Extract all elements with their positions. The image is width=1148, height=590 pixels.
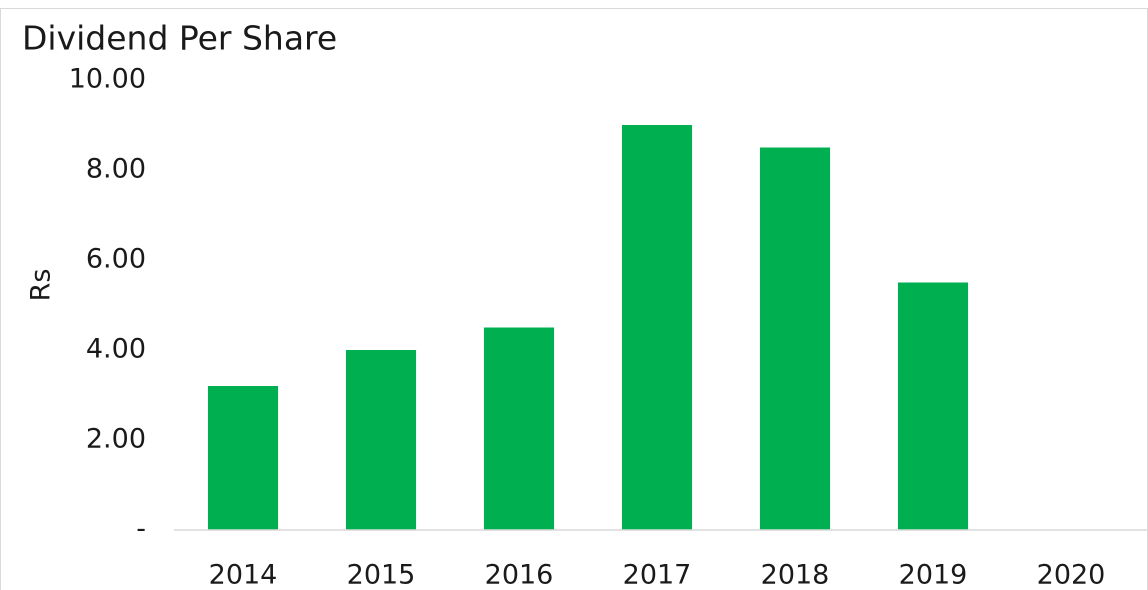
- x-tick-label: 2014: [209, 560, 278, 590]
- bar: [759, 147, 831, 530]
- x-tick-label: 2018: [761, 560, 830, 590]
- x-tick-label: 2017: [623, 560, 692, 590]
- chart-frame: [0, 8, 1148, 590]
- y-tick-label: -: [136, 514, 146, 545]
- x-tick-label: 2015: [347, 560, 416, 590]
- x-tick-label: 2019: [899, 560, 968, 590]
- y-tick-label: 8.00: [86, 154, 146, 185]
- bar: [897, 282, 969, 530]
- y-tick-label: 4.00: [86, 334, 146, 365]
- bar: [207, 386, 279, 530]
- y-tick-label: 2.00: [86, 424, 146, 455]
- bar: [345, 350, 417, 530]
- chart-title: Dividend Per Share: [22, 19, 337, 58]
- bar: [483, 327, 555, 530]
- y-tick-label: 6.00: [86, 244, 146, 275]
- y-tick-label: 10.00: [69, 64, 146, 95]
- bar: [621, 125, 693, 530]
- x-tick-label: 2016: [485, 560, 554, 590]
- y-axis-label: Rs: [26, 269, 57, 302]
- x-tick-label: 2020: [1037, 560, 1106, 590]
